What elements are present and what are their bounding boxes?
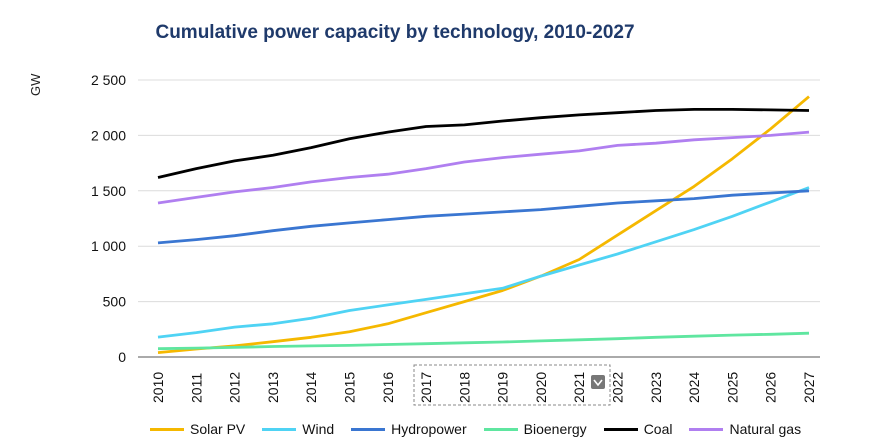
y-tick-label: 2 500 (91, 72, 126, 88)
y-tick-labels: 0 500 1 000 1 500 2 000 2 500 (91, 72, 126, 365)
chart-title: Cumulative power capacity by technology,… (155, 22, 635, 43)
legend-item: Bioenergy (483, 421, 587, 437)
x-tick-label: 2017 (418, 372, 434, 403)
x-tick-label: 2019 (495, 372, 511, 403)
x-tick-label: 2026 (763, 372, 779, 403)
legend-item: Coal (603, 421, 673, 437)
x-tick-label: 2025 (724, 372, 740, 403)
x-tick-label: 2011 (188, 373, 204, 403)
series-line-coal (157, 108, 810, 179)
series-line-bioenergy (157, 331, 810, 351)
series-line-solar-pv (157, 95, 810, 354)
selection-dropdown-button[interactable] (591, 375, 605, 389)
y-tick-label: 2 000 (91, 127, 126, 143)
x-tick-label: 2018 (456, 372, 472, 403)
legend-swatch (150, 427, 184, 431)
x-tick-label: 2023 (648, 372, 664, 403)
x-tick-label: 2020 (533, 372, 549, 403)
y-tick-label: 500 (103, 294, 127, 310)
legend-item: Wind (262, 421, 334, 437)
gridlines (138, 79, 820, 358)
legend-swatch (262, 427, 297, 431)
legend-swatch (483, 427, 518, 431)
legend-label: Solar PV (190, 421, 246, 437)
x-tick-label: 2010 (150, 372, 166, 403)
x-tick-labels: 2010 2011 2012 2013 2014 2015 2016 2017 2018 2019… (150, 372, 817, 403)
x-tick-label: 2022 (610, 372, 626, 403)
legend-item: Natural gas (689, 421, 801, 437)
legend-swatch (689, 427, 724, 431)
legend: Solar PV Wind Hydropower Bioenergy Coal Natur… (150, 421, 818, 437)
legend-item: Hydropower (351, 421, 467, 437)
x-tick-label: 2013 (265, 372, 281, 403)
series-line-wind (157, 186, 810, 339)
legend-label: Natural gas (729, 421, 802, 437)
x-tick-label: 2012 (227, 372, 243, 403)
series-lines (157, 95, 810, 354)
legend-label: Coal (643, 421, 673, 437)
x-tick-label: 2016 (380, 372, 396, 403)
series-line-hydropower (157, 189, 810, 245)
x-tick-label: 2015 (341, 372, 357, 403)
y-tick-label: 1 000 (91, 238, 126, 254)
x-tick-label: 2021 (571, 372, 587, 403)
legend-label: Hydropower (391, 421, 467, 437)
x-tick-label: 2024 (686, 372, 702, 403)
legend-label: Bioenergy (523, 421, 587, 437)
chevron-down-icon (593, 379, 603, 387)
x-tick-label: 2027 (801, 372, 817, 403)
x-tick-label: 2014 (303, 372, 319, 403)
y-tick-label: 1 500 (91, 183, 126, 199)
legend-swatch (603, 427, 638, 431)
y-tick-label: 0 (118, 349, 126, 365)
series-line-natural-gas (157, 130, 810, 205)
legend-label: Wind (302, 421, 335, 437)
x-selection-box[interactable] (413, 364, 611, 406)
legend-item: Solar PV (150, 421, 245, 437)
legend-swatch (351, 427, 386, 431)
